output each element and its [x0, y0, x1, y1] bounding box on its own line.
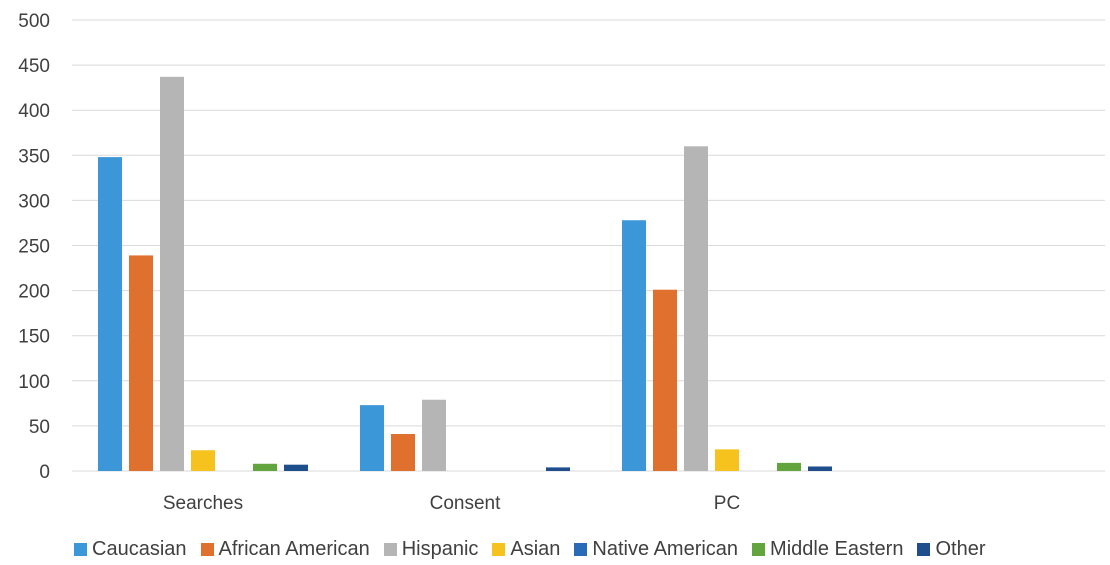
legend-swatch	[574, 543, 588, 556]
legend-label: Asian	[510, 538, 561, 560]
y-tick-label: 0	[39, 462, 50, 483]
legend-label: Hispanic	[401, 538, 479, 560]
legend-swatch	[200, 543, 214, 556]
bar-caucasian-consent	[360, 405, 384, 471]
bar-middle-eastern-searches	[253, 463, 277, 471]
legend-label: Caucasian	[92, 538, 187, 560]
legend-item: Asian	[492, 538, 560, 561]
chart-legend: Caucasian African American Hispanic Asian Na…	[74, 538, 985, 561]
legend-label: Middle Eastern	[770, 538, 904, 560]
legend-swatch	[917, 543, 931, 556]
bars	[98, 76, 832, 472]
legend-label: Native American	[592, 538, 739, 560]
legend-item: Middle Eastern	[752, 538, 903, 561]
y-tick-label: 250	[18, 237, 50, 258]
bar-other-searches	[284, 464, 308, 471]
bar-hispanic-consent	[422, 399, 446, 471]
y-tick-label: 300	[18, 191, 50, 212]
legend-label: Other	[935, 538, 986, 560]
bar-hispanic-searches	[160, 76, 184, 472]
x-category-label: Searches	[163, 493, 243, 514]
bar-caucasian-pc	[622, 220, 646, 471]
y-tick-label: 50	[29, 417, 50, 438]
bar-hispanic-pc	[684, 146, 708, 471]
y-tick-label: 450	[18, 56, 50, 77]
bar-african-american-searches	[129, 255, 153, 471]
bar-middle-eastern-pc	[777, 462, 801, 471]
bar-african-american-pc	[653, 289, 677, 471]
legend-item: African American	[200, 538, 370, 561]
legend-swatch	[492, 543, 506, 556]
legend-item: Native American	[574, 538, 738, 561]
legend-swatch	[74, 543, 87, 556]
bar-asian-searches	[191, 450, 215, 471]
legend-item: Other	[917, 538, 985, 561]
legend-item: Hispanic	[383, 538, 479, 561]
y-tick-label: 350	[18, 146, 50, 167]
legend-swatch	[383, 543, 397, 556]
x-category-label: PC	[714, 493, 740, 514]
gridlines	[72, 19, 1105, 472]
bar-other-consent	[546, 467, 570, 471]
x-axis-categories: Searches Consent PC	[163, 493, 740, 514]
bar-caucasian-searches	[98, 157, 122, 471]
y-axis-ticks: 0 50 100 150 200 250 300 350 400 450 500	[18, 11, 50, 483]
legend-label: African American	[218, 538, 370, 560]
bar-chart: 0 50 100 150 200 250 300 350 400 450 500 Searches C…	[18, 11, 1105, 514]
y-tick-label: 400	[18, 101, 50, 122]
x-category-label: Consent	[430, 493, 501, 514]
bar-african-american-consent	[391, 434, 415, 471]
y-tick-label: 200	[18, 282, 50, 303]
bar-asian-pc	[715, 449, 739, 471]
y-tick-label: 150	[18, 327, 50, 348]
bar-other-pc	[808, 466, 832, 471]
legend-item: Caucasian	[74, 538, 187, 561]
y-tick-label: 500	[18, 11, 50, 32]
y-tick-label: 100	[18, 372, 50, 393]
legend-swatch	[752, 543, 766, 556]
